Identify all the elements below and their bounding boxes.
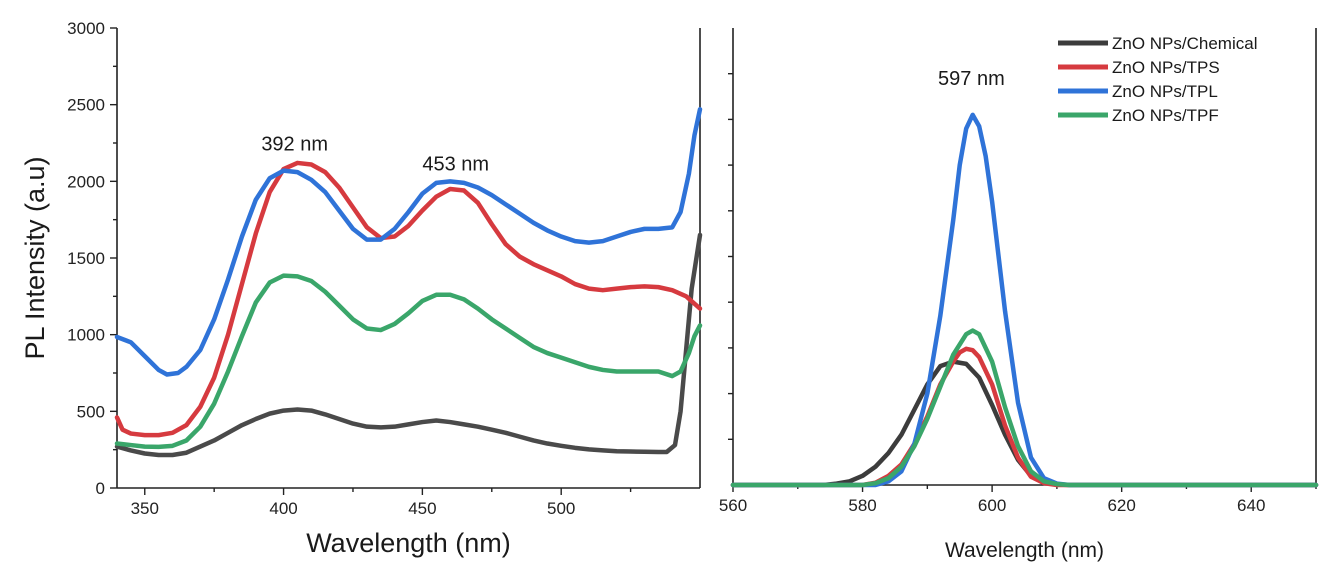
- right-series-zno-nps-tpl: [730, 112, 1319, 488]
- left-y-tick-label: 0: [96, 479, 105, 498]
- left-x-tick-label: 450: [408, 499, 436, 518]
- left-series-zno-nps-tps: [114, 160, 703, 438]
- left-peak-label: 392 nm: [261, 134, 328, 156]
- left-y-axis-title: PL Intensity (a.u): [20, 156, 50, 359]
- left-panel: 350 400 450 500 0 500 1000 1500 2000 2500 3000 Wave…: [20, 19, 703, 558]
- right-x-tick-label: 600: [978, 496, 1006, 515]
- left-y-tick-label: 2000: [67, 172, 105, 191]
- left-y-tick-label: 1000: [67, 326, 105, 345]
- legend-label-zno-nps-tps: ZnO NPs/TPS: [1112, 58, 1220, 77]
- left-y-tick-label: 2500: [67, 96, 105, 115]
- legend-label-zno-nps-chemical: ZnO NPs/Chemical: [1112, 34, 1257, 53]
- right-panel: 560 580 600 620 640 Wavelength (nm) 597 nm ZnO …: [719, 28, 1319, 562]
- left-y-tick-label: 500: [77, 402, 105, 421]
- left-peak-label: 453 nm: [422, 154, 489, 176]
- left-x-tick-label: 400: [269, 499, 297, 518]
- right-x-tick-label: 560: [719, 496, 747, 515]
- legend-label-zno-nps-tpl: ZnO NPs/TPL: [1112, 82, 1218, 101]
- right-peak-label: 597 nm: [938, 68, 1005, 90]
- right-x-tick-label: 580: [848, 496, 876, 515]
- left-x-tick-label: 350: [131, 499, 159, 518]
- left-x-tick-label: 500: [547, 499, 575, 518]
- left-y-tick-label: 3000: [67, 19, 105, 38]
- right-series-zno-nps-tpf: [730, 328, 1319, 488]
- left-x-axis-title: Wavelength (nm): [306, 528, 511, 558]
- right-series-zno-nps-tps: [730, 346, 1319, 488]
- left-series-zno-nps-tpl: [114, 107, 703, 377]
- right-x-axis-title: Wavelength (nm): [945, 539, 1104, 562]
- right-x-tick-label: 640: [1237, 496, 1265, 515]
- left-series-zno-nps-tpf: [114, 273, 703, 450]
- right-x-tick-label: 620: [1107, 496, 1135, 515]
- legend-label-zno-nps-tpf: ZnO NPs/TPF: [1112, 106, 1219, 125]
- right-legend: ZnO NPs/Chemical ZnO NPs/TPS ZnO NPs/TPL Zn…: [1058, 34, 1257, 125]
- left-series-zno-nps-chemical: [114, 232, 703, 458]
- left-y-tick-label: 1500: [67, 249, 105, 268]
